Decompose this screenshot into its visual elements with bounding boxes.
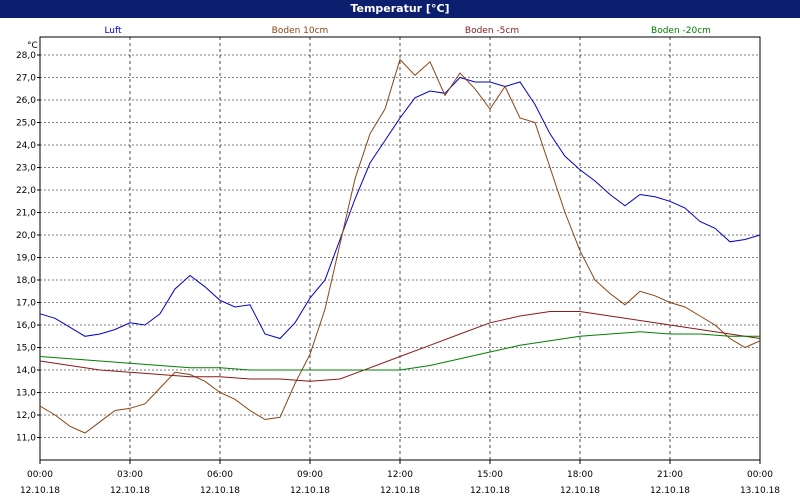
series-lines bbox=[39, 58, 761, 434]
legend: Luft Boden 10cm Boden -5cm Boden -20cm bbox=[104, 26, 711, 36]
y-tick-label: 18,0 bbox=[16, 276, 36, 286]
x-tick-time-label: 06:00 bbox=[207, 470, 233, 480]
y-tick-label: 11,0 bbox=[16, 434, 36, 444]
x-tick-date-label: 12.10.18 bbox=[380, 486, 420, 496]
x-tick-time-label: 12:00 bbox=[387, 470, 413, 480]
legend-entry: Luft bbox=[104, 26, 122, 36]
x-tick-date-label: 12.10.18 bbox=[290, 486, 330, 496]
x-tick-time-label: 00:00 bbox=[747, 470, 773, 480]
x-tick-date-label: 12.10.18 bbox=[200, 486, 240, 496]
x-tick-time-label: 18:00 bbox=[567, 470, 593, 480]
legend-entry: Boden -5cm bbox=[465, 26, 519, 36]
y-tick-label: 12,0 bbox=[16, 411, 36, 421]
y-tick-label: 16,0 bbox=[16, 321, 36, 331]
x-tick-date-label: 13.10.18 bbox=[740, 486, 780, 496]
legend-entry: Boden -20cm bbox=[651, 26, 711, 36]
x-tick-time-label: 21:00 bbox=[657, 470, 683, 480]
x-tick-date-label: 12.10.18 bbox=[110, 486, 150, 496]
x-tick-time-label: 09:00 bbox=[297, 470, 323, 480]
x-tick-time-label: 15:00 bbox=[477, 470, 503, 480]
x-tick-date-label: 12.10.18 bbox=[20, 486, 60, 496]
y-tick-label: 20,0 bbox=[16, 231, 36, 241]
x-tick-date-label: 12.10.18 bbox=[470, 486, 510, 496]
y-tick-label: 13,0 bbox=[16, 389, 36, 399]
series-line-3 bbox=[39, 311, 761, 382]
window-title: Temperatur [°C] bbox=[0, 0, 800, 18]
y-tick-label: 14,0 bbox=[16, 366, 36, 376]
y-tick-label: 15,0 bbox=[16, 344, 36, 354]
y-tick-label: 19,0 bbox=[16, 254, 36, 264]
y-tick-label: 23,0 bbox=[16, 164, 36, 174]
y-tick-label: 21,0 bbox=[16, 209, 36, 219]
y-tick-label: 17,0 bbox=[16, 299, 36, 309]
legend-entry: Boden 10cm bbox=[272, 26, 329, 36]
x-tick-date-label: 12.10.18 bbox=[650, 486, 690, 496]
x-tick-time-label: 03:00 bbox=[117, 470, 143, 480]
x-tick-time-label: 00:00 bbox=[27, 470, 53, 480]
y-tick-label: 27,0 bbox=[16, 74, 36, 84]
y-tick-label: 22,0 bbox=[16, 186, 36, 196]
y-tick-label: 25,0 bbox=[16, 119, 36, 129]
y-tick-label: 24,0 bbox=[16, 141, 36, 151]
y-axis: 11,0 12,0 13,0 14,0 15,0 16,0 17,0 18,0 19,0 20,0… bbox=[16, 51, 40, 444]
series-line-4 bbox=[39, 331, 760, 371]
y-axis-unit: °C bbox=[27, 41, 38, 51]
x-axis: 00:00 12.10.18 03:00 12.10.18 06:00 12.10.18 0… bbox=[20, 460, 780, 496]
y-tick-label: 26,0 bbox=[16, 96, 36, 106]
series-line-2 bbox=[39, 58, 761, 434]
x-tick-date-label: 12.10.18 bbox=[560, 486, 600, 496]
y-tick-label: 28,0 bbox=[16, 51, 36, 61]
series-line-1 bbox=[39, 76, 761, 340]
